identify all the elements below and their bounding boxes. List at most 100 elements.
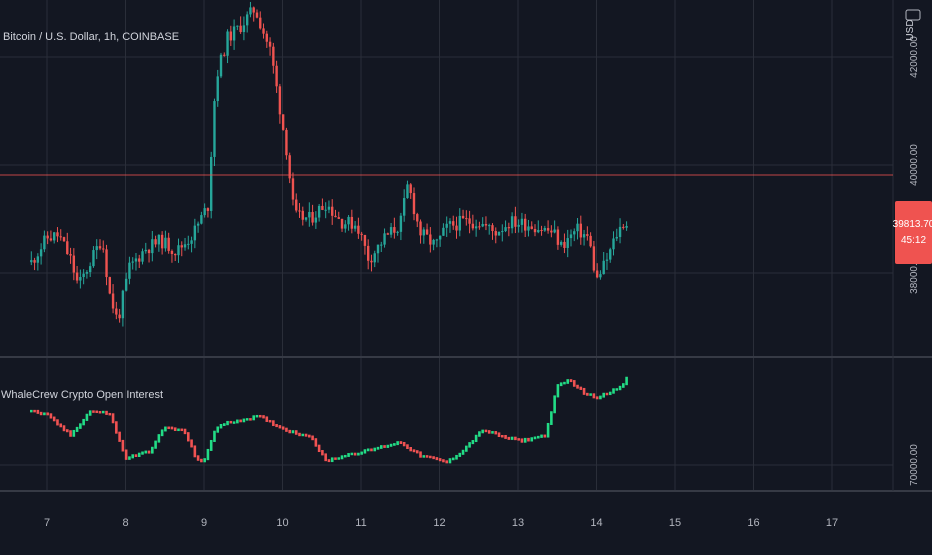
settings-icon: [905, 9, 921, 21]
candle-body: [344, 224, 347, 229]
oi-bar: [481, 429, 484, 434]
candle-body: [461, 215, 465, 219]
candle-body: [144, 249, 147, 252]
oi-bar: [59, 423, 63, 428]
oi-bar: [160, 429, 164, 437]
candle-body: [213, 101, 216, 157]
candle-body: [559, 241, 563, 245]
candle-body: [245, 14, 249, 26]
oi-bar: [559, 382, 563, 387]
oi-bar: [327, 459, 331, 463]
oi-bar: [72, 429, 76, 437]
oi-bar: [141, 451, 144, 455]
candle-body: [281, 114, 285, 130]
candle-body: [543, 228, 547, 231]
oi-bar: [101, 410, 105, 414]
candle-body: [363, 234, 367, 246]
time-axis-label: 13: [512, 517, 524, 529]
candle-body: [180, 245, 183, 248]
oi-bar: [501, 435, 504, 438]
oi-bar: [242, 418, 246, 423]
candle-body: [412, 193, 416, 215]
candle-body: [255, 12, 259, 18]
oi-bar: [468, 442, 471, 448]
oi-bar: [602, 392, 605, 398]
oi-bar: [546, 422, 550, 438]
oi-bar: [576, 384, 579, 389]
oi-bar: [209, 439, 213, 451]
candle-body: [579, 223, 582, 238]
time-axis-label: 16: [747, 517, 759, 529]
oi-bar: [605, 392, 609, 396]
candle-body: [128, 262, 131, 279]
candle-body: [510, 216, 514, 229]
oi-bar: [177, 428, 180, 432]
oi-bar: [49, 413, 53, 419]
candle-body: [471, 223, 475, 229]
candle-body: [200, 215, 203, 224]
oi-bar: [147, 450, 151, 454]
candle-body: [66, 241, 69, 255]
oi-bar: [618, 385, 622, 391]
candle-body: [550, 230, 553, 233]
oi-bar: [216, 426, 220, 433]
candle-body: [183, 244, 187, 248]
oi-bar: [563, 381, 566, 385]
candle-body: [337, 217, 340, 219]
oi-bar: [196, 455, 200, 461]
candle-body: [52, 232, 56, 241]
candle-body: [507, 227, 511, 229]
oi-bar: [412, 449, 416, 453]
oi-bar: [294, 430, 298, 435]
candle-body: [304, 217, 308, 220]
oi-bar: [497, 432, 501, 438]
oi-bar: [514, 436, 517, 441]
oi-bar: [373, 447, 377, 452]
candle-body: [517, 224, 520, 227]
oi-bar: [458, 452, 462, 457]
oi-bar: [589, 393, 592, 396]
candle-body: [295, 199, 298, 211]
candle-body: [33, 260, 36, 263]
candle-body: [383, 233, 386, 245]
candle-body: [206, 208, 210, 211]
candle-body: [402, 198, 406, 216]
candle-body: [85, 272, 89, 274]
candle-body: [203, 208, 206, 216]
oi-bar: [65, 429, 69, 433]
candle-body: [576, 223, 579, 232]
oi-bar: [350, 452, 354, 456]
oi-bar: [137, 452, 141, 458]
oi-bar: [337, 457, 341, 460]
oi-bar: [272, 420, 275, 427]
oi-bar: [232, 421, 236, 424]
candle-body: [196, 223, 200, 226]
candle-body: [298, 210, 301, 212]
candle-body: [523, 218, 527, 231]
candle-body: [546, 228, 550, 231]
candle-body: [618, 226, 622, 237]
candle-body: [455, 225, 458, 231]
oi-bar: [124, 449, 128, 460]
oi-bar: [409, 446, 413, 452]
candle-body: [622, 226, 625, 228]
candle-body: [259, 17, 262, 29]
candle-body: [425, 229, 429, 235]
oi-bar: [111, 413, 115, 424]
candle-body: [265, 33, 268, 42]
candle-body: [288, 155, 291, 179]
oi-bar: [330, 457, 334, 463]
candle-body: [380, 244, 383, 246]
candle-body: [36, 256, 40, 263]
oi-axis-label: 70000.00: [909, 444, 920, 486]
oi-bar: [396, 441, 399, 446]
candle-body: [389, 227, 393, 235]
candle-body: [615, 236, 618, 239]
candle-body: [324, 209, 327, 211]
candle-body: [530, 226, 533, 229]
price-axis-label: 40000.00: [909, 144, 920, 186]
oi-bar: [425, 455, 429, 458]
candle-body: [115, 308, 118, 315]
